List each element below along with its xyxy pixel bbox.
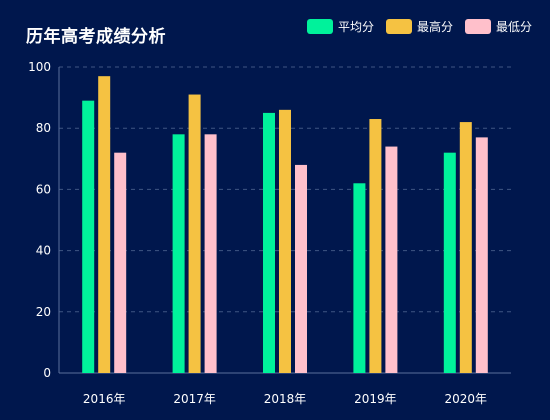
legend-item-average[interactable]: 平均分: [306, 18, 374, 35]
y-tick-label: 60: [36, 182, 51, 196]
x-tick-label: 2016年: [83, 392, 126, 406]
legend-item-highest[interactable]: 最高分: [385, 18, 453, 35]
bar-highest: [188, 94, 201, 373]
legend-item-lowest[interactable]: 最低分: [464, 18, 532, 35]
bar-highest: [279, 109, 291, 373]
bar-lowest: [204, 134, 217, 373]
y-tick-label: 20: [36, 305, 51, 319]
chart-legend: 平均分 最高分 最低分: [306, 18, 532, 35]
x-tick-label: 2018年: [264, 392, 307, 406]
bar-average: [353, 183, 366, 373]
bar-average: [82, 100, 95, 373]
bar-average: [263, 112, 275, 374]
bar-lowest: [114, 152, 127, 373]
y-tick-label: 0: [43, 366, 51, 380]
bar-average: [172, 134, 185, 373]
y-tick-label: 80: [36, 121, 51, 135]
bar-lowest: [475, 137, 488, 373]
legend-swatch-average: [306, 19, 333, 34]
bar-average: [443, 152, 456, 373]
bar-lowest: [385, 146, 398, 373]
x-tick-label: 2019年: [354, 392, 397, 406]
legend-swatch-lowest: [464, 19, 491, 34]
y-tick-label: 100: [28, 60, 51, 74]
chart-title: 历年高考成绩分析: [26, 27, 166, 47]
bar-highest: [98, 76, 111, 374]
legend-label-highest: 最高分: [416, 20, 453, 34]
x-tick-label: 2017年: [173, 392, 216, 406]
x-tick-label: 2020年: [445, 392, 488, 406]
legend-label-lowest: 最低分: [495, 20, 532, 34]
bar-highest: [459, 122, 472, 373]
legend-swatch-highest: [385, 19, 412, 34]
legend-label-average: 平均分: [337, 20, 374, 34]
bar-highest: [369, 119, 382, 374]
y-tick-label: 40: [36, 244, 51, 258]
bar-lowest: [295, 164, 307, 373]
